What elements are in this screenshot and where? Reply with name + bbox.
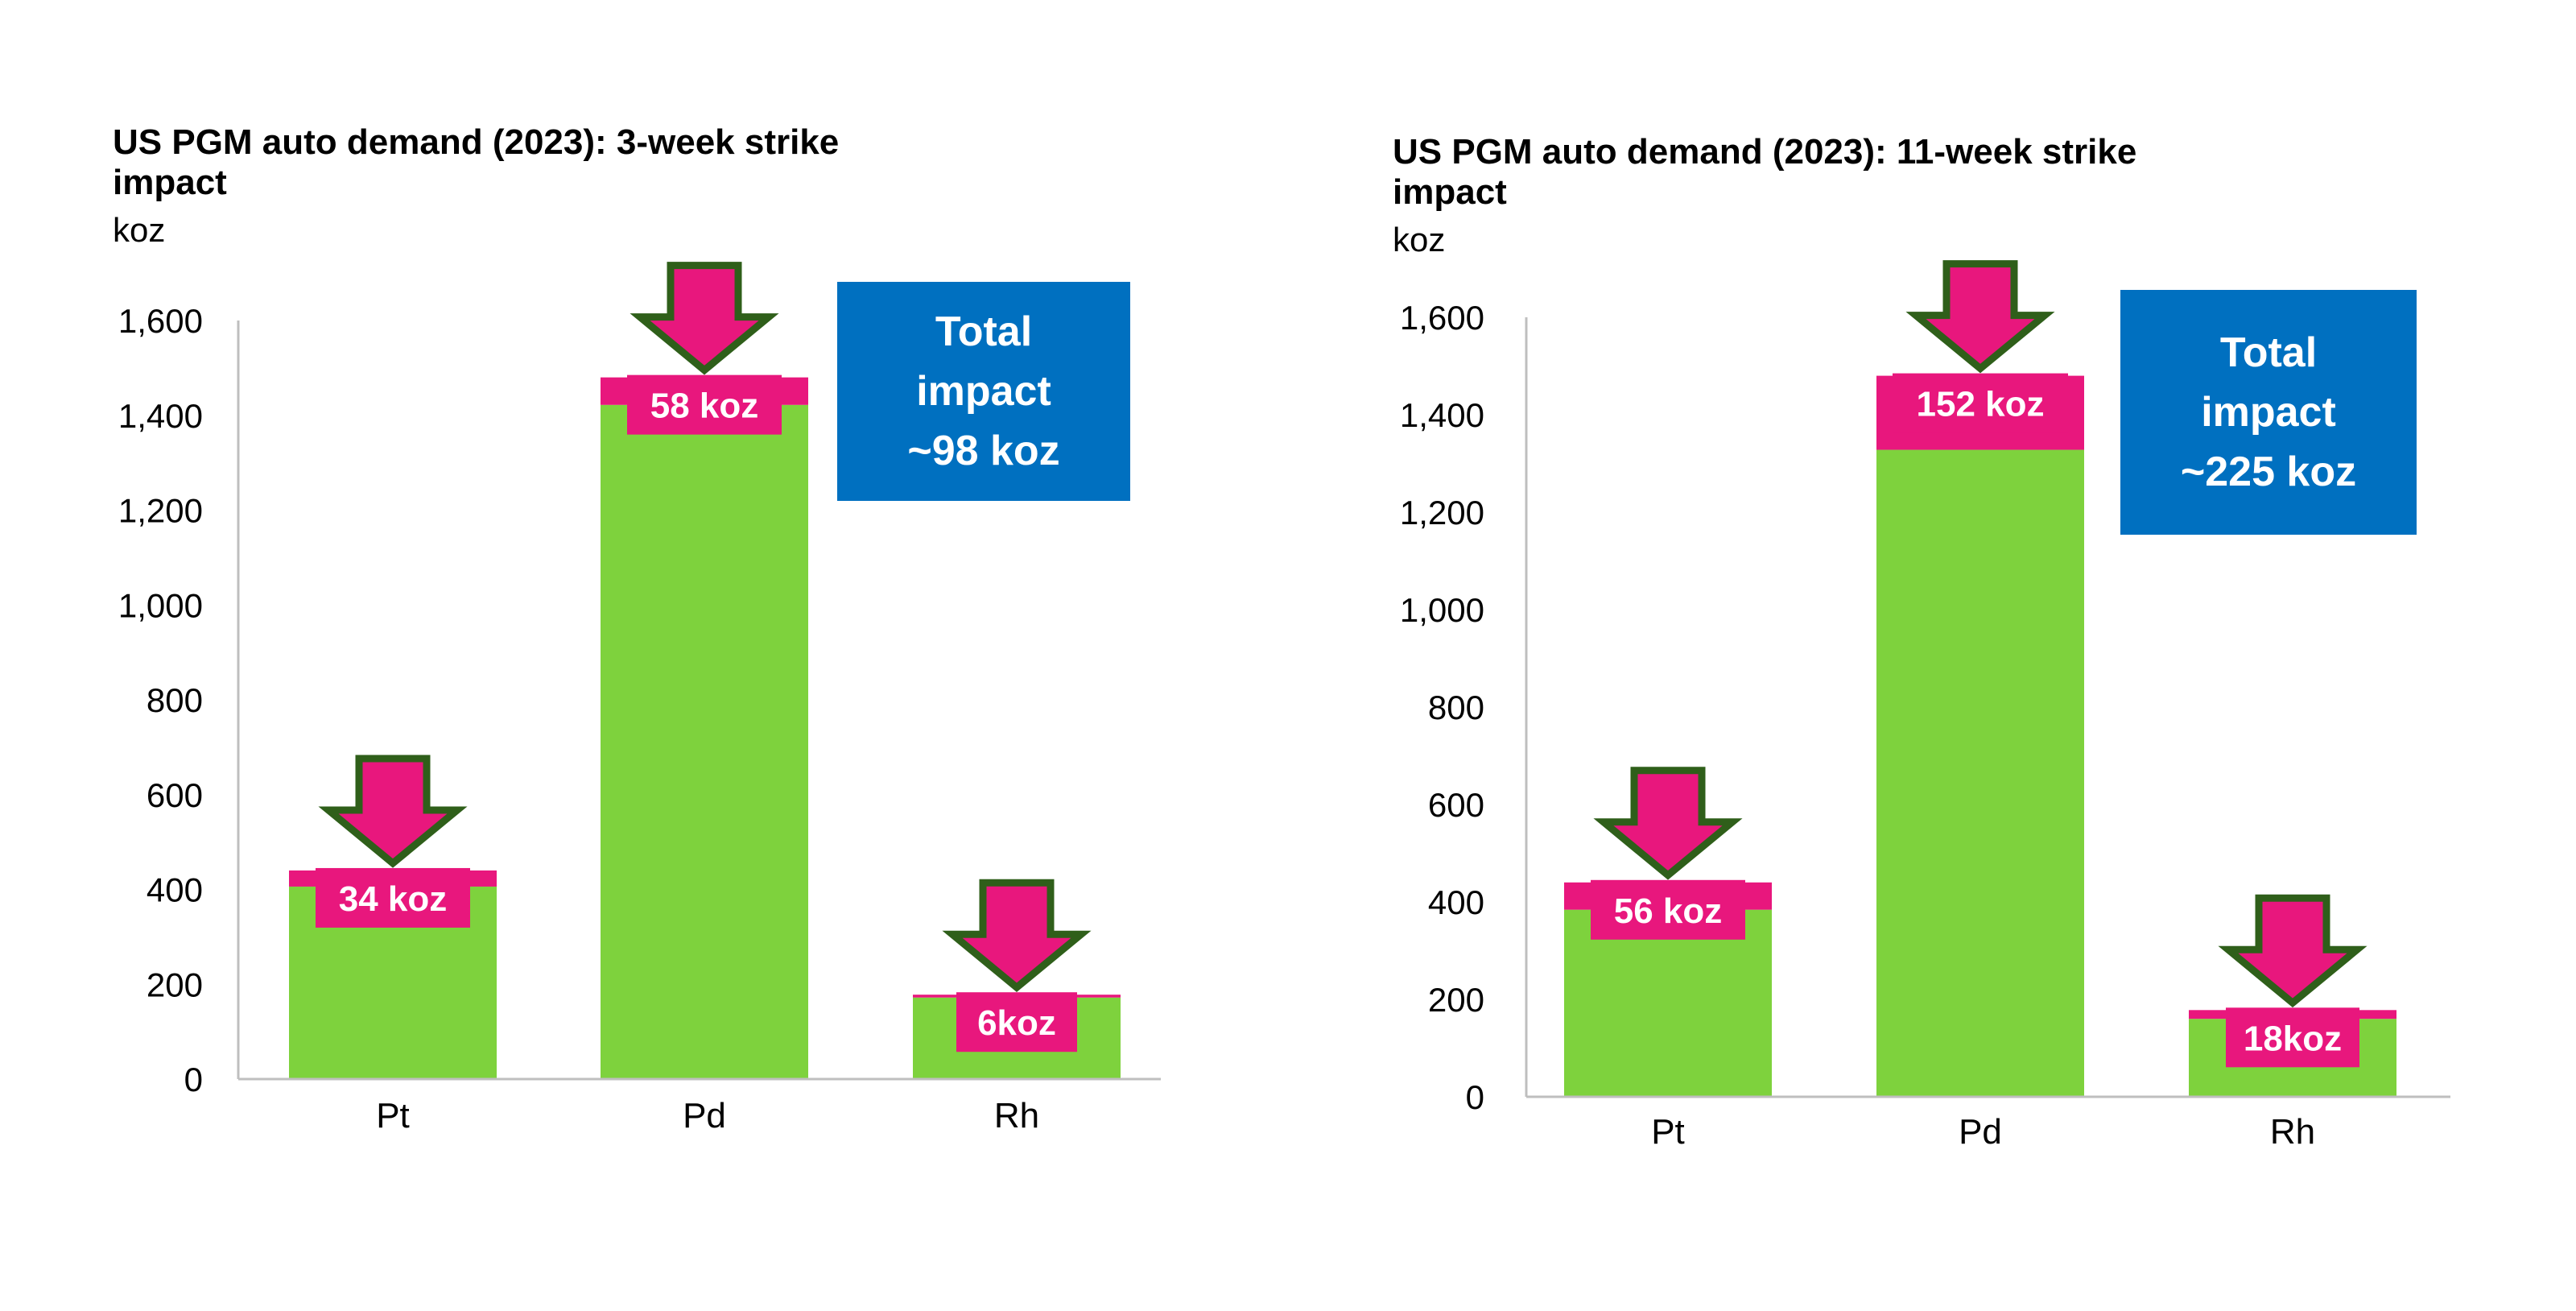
total-impact-line-3: ~225 koz (2180, 449, 2357, 495)
down-arrow-icon (318, 755, 468, 868)
impact-label: 56 koz (1614, 891, 1723, 931)
y-tick-label: 0 (184, 1061, 203, 1098)
x-tick-label: Rh (994, 1096, 1039, 1135)
x-tick-label: Pd (683, 1096, 726, 1135)
x-tick-label: Pt (376, 1096, 410, 1135)
impact-label-box (1591, 879, 1745, 940)
down-arrow-icon (1593, 767, 1743, 880)
chart-plot: 0 200 400 600 800 1,000 1,200 1,400 1,600 34 koz P… (118, 262, 1161, 1135)
impact-label: 152 koz (1917, 385, 2045, 424)
impact-label-box (2226, 1007, 2359, 1068)
y-tick-label: 1,600 (118, 302, 203, 340)
y-tick-label: 200 (147, 966, 203, 1003)
total-impact-box: Total impact ~225 koz (2120, 290, 2417, 535)
y-tick-label: 200 (1428, 981, 1484, 1019)
total-impact-line-1: Total (2219, 329, 2318, 376)
y-tick-label: 0 (1466, 1078, 1484, 1116)
total-impact-line-1: Total (935, 308, 1033, 355)
down-arrow-icon (2218, 894, 2368, 1008)
y-tick-label: 1,000 (118, 586, 203, 624)
impact-label: 34 koz (339, 879, 448, 919)
y-tick-label: 1,600 (1400, 299, 1484, 337)
down-arrow-icon (1905, 260, 2055, 374)
y-tick-label: 400 (1428, 883, 1484, 921)
x-tick-label: Rh (2270, 1112, 2315, 1152)
total-impact-line-2: impact (2201, 389, 2336, 436)
y-tick-label: 1,400 (1400, 396, 1484, 434)
chart-11-week: US PGM auto demand (2023): 11-week strik… (1288, 0, 2576, 1311)
y-tick-label: 1,200 (118, 492, 203, 530)
chart-3-week: US PGM auto demand (2023): 3-week strike… (113, 122, 1161, 1135)
down-arrow-icon (630, 262, 779, 375)
impact-label-box (316, 867, 470, 928)
y-tick-label: 800 (147, 681, 203, 719)
bar-base-pd (1876, 449, 2084, 1097)
y-tick-label: 600 (147, 776, 203, 814)
y-tick-label: 800 (1428, 689, 1484, 726)
impact-label: 58 koz (650, 387, 759, 426)
y-axis-unit-label: koz (1393, 221, 1446, 258)
down-arrow-icon (942, 879, 1092, 993)
chart-title: US PGM auto demand (2023): 11-week strik… (1393, 132, 2137, 212)
total-impact-box: Total impact ~98 koz (837, 282, 1130, 501)
y-tick-label: 1,400 (118, 397, 203, 435)
x-tick-label: Pt (1651, 1112, 1685, 1152)
impact-label: 18koz (2244, 1019, 2342, 1058)
impact-label-box (1893, 373, 2068, 433)
y-tick-label: 600 (1428, 786, 1484, 824)
y-tick-label: 1,200 (1400, 494, 1484, 531)
chart-plot: 0 200 400 600 800 1,000 1,200 1,400 1,600 56 koz P… (1400, 260, 2450, 1152)
y-axis-unit-label: koz (113, 211, 166, 249)
y-tick-label: 400 (147, 871, 203, 909)
x-tick-label: Pd (1959, 1112, 2002, 1152)
chart-title: US PGM auto demand (2023): 3-week strike… (113, 122, 840, 202)
impact-label-box (956, 992, 1077, 1053)
bar-base-pd (601, 404, 808, 1079)
total-impact-line-3: ~98 koz (907, 428, 1060, 474)
impact-label-box (627, 374, 782, 435)
impact-label: 6koz (977, 1003, 1056, 1043)
y-tick-label: 1,000 (1400, 591, 1484, 629)
total-impact-line-2: impact (916, 368, 1051, 415)
bar-base-pt (1564, 909, 1772, 1097)
